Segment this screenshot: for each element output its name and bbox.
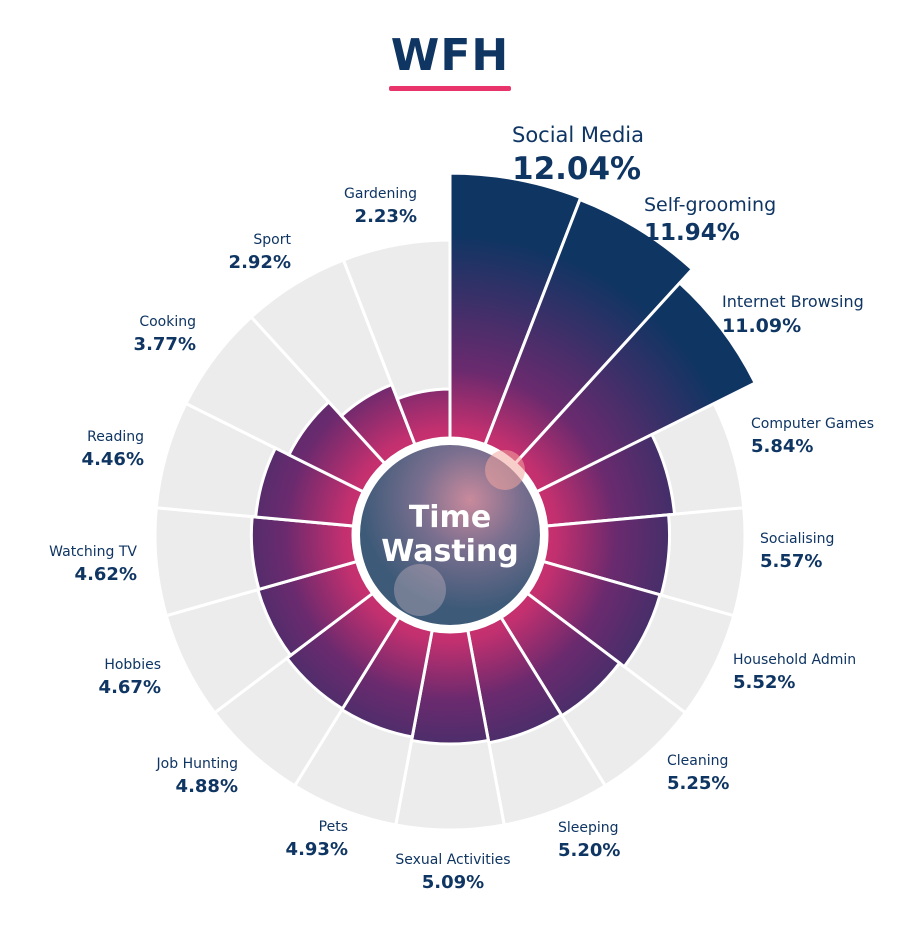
bar-job-hunting: [284, 591, 402, 711]
title-underline: [389, 86, 511, 91]
category-label: Social Media: [512, 123, 644, 147]
center-text-line2: Wasting: [381, 534, 519, 569]
labels: Social Media 12.04%Self-grooming 11.94% Int…: [49, 123, 874, 893]
value-label: 2.92%: [229, 252, 291, 273]
bars: [249, 171, 758, 746]
bar-reading: [254, 446, 366, 528]
value-label: 5.57%: [760, 551, 822, 572]
value-label: 5.25%: [667, 773, 729, 794]
center-bokeh: [394, 564, 446, 616]
value-label: 4.46%: [82, 449, 144, 470]
category-label: Self-grooming: [644, 194, 776, 216]
category-label: Socialising: [760, 531, 834, 547]
value-label: 2.23%: [355, 206, 417, 227]
value-label: 5.09%: [422, 872, 484, 893]
value-label: 4.93%: [286, 839, 348, 860]
value-label: 3.77%: [134, 334, 196, 355]
center-bokeh: [485, 450, 525, 490]
category-label: Reading: [87, 429, 144, 445]
category-label: Computer Games: [751, 416, 874, 432]
center-photo: [360, 445, 540, 625]
value-label: 4.88%: [176, 776, 238, 797]
value-label: 4.67%: [99, 677, 161, 698]
category-label: Gardening: [344, 186, 417, 202]
value-label: 5.84%: [751, 436, 813, 457]
value-label: 11.09%: [722, 315, 801, 337]
category-label: Hobbies: [104, 657, 161, 673]
category-label: Watching TV: [49, 544, 137, 560]
value-label: 4.62%: [75, 564, 137, 585]
category-label: Job Hunting: [156, 756, 238, 772]
center-text-line1: Time: [409, 500, 491, 535]
category-label: Household Admin: [733, 652, 856, 668]
bar-household-admin: [525, 559, 662, 669]
value-label: 12.04%: [512, 151, 641, 187]
category-label: Sexual Activities: [395, 852, 510, 868]
category-label: Internet Browsing: [722, 292, 864, 311]
value-label: 5.52%: [733, 672, 795, 693]
category-label: Pets: [319, 819, 348, 835]
chart-title: WFH: [390, 30, 510, 81]
bar-computer-games: [534, 432, 677, 528]
category-label: Cooking: [139, 314, 196, 330]
category-label: Sport: [253, 232, 291, 248]
center-circle-group: Time Wasting: [353, 438, 547, 632]
value-label: 5.20%: [558, 840, 620, 861]
value-label: 11.94%: [644, 220, 740, 246]
category-label: Sleeping: [558, 820, 619, 836]
category-label: Cleaning: [667, 753, 728, 769]
